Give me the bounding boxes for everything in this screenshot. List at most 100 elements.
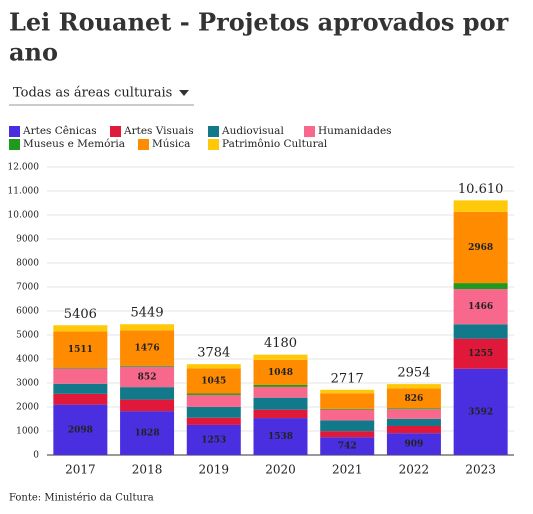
bar-segment [386, 408, 441, 410]
dropdown-label[interactable]: Todas as áreas culturais [13, 86, 172, 101]
source: Fonte: Ministério da Cultura [9, 493, 154, 504]
bar-segment [253, 354, 308, 360]
x-tick-label: 2017 [65, 463, 96, 477]
bar-segment [386, 388, 441, 409]
total-label: 10.610 [458, 182, 504, 197]
total-label: 4180 [264, 336, 297, 351]
total-label: 2954 [397, 366, 430, 381]
bar-segment [120, 399, 175, 412]
y-tick-label: 7000 [16, 283, 39, 293]
bar-segment [186, 364, 241, 369]
value-label: 1253 [201, 435, 226, 445]
value-label: 1255 [468, 349, 493, 359]
bar-segment [120, 365, 175, 367]
value-label: 1045 [201, 376, 226, 386]
y-tick-label: 10.000 [8, 211, 40, 221]
y-tick-label: 6000 [16, 307, 39, 317]
y-tick-label: 0 [33, 451, 39, 461]
legend-swatch [138, 139, 149, 150]
value-label: 852 [138, 372, 157, 382]
y-tick-label: 5000 [16, 331, 39, 341]
bar-segment [186, 368, 241, 394]
bar-segment [386, 418, 441, 426]
value-label: 1048 [268, 368, 293, 378]
x-tick-label: 2021 [332, 463, 363, 477]
y-tick-label: 9000 [16, 235, 39, 245]
y-tick-label: 1000 [16, 427, 39, 437]
legend-swatch [9, 139, 20, 150]
y-tick-label: 3000 [16, 379, 39, 389]
legend-swatch [208, 139, 219, 150]
bar-segment [320, 420, 375, 432]
bar-segment [320, 393, 375, 409]
value-label: 2968 [468, 243, 493, 253]
bar-segment [120, 366, 175, 388]
bar-segment [253, 359, 308, 385]
x-tick-label: 2022 [399, 463, 430, 477]
value-label: 742 [338, 442, 357, 452]
bar-segment [453, 283, 508, 290]
total-label: 2717 [331, 371, 364, 386]
legend-label: Artes Visuais [123, 125, 194, 137]
bar-segment [53, 368, 108, 384]
bar-segment [253, 418, 308, 455]
bar-segment [53, 367, 108, 369]
total-label: 3784 [197, 346, 230, 361]
y-tick-label: 2000 [16, 403, 39, 413]
bar-segment [320, 409, 375, 421]
bar-segment [386, 409, 441, 419]
bar-segment [186, 417, 241, 425]
bar-segment [120, 387, 175, 400]
bar-segment [186, 394, 241, 407]
legend-swatch [110, 126, 121, 137]
bar-segment [186, 393, 241, 395]
bar-segment [386, 425, 441, 434]
y-tick-label: 8000 [16, 259, 39, 269]
value-label: 3592 [468, 407, 493, 417]
bar-segment [53, 383, 108, 394]
bar-segment [186, 406, 241, 418]
legend-label: Audiovisual [221, 125, 284, 137]
x-tick-label: 2020 [265, 463, 296, 477]
legend-label: Patrimônio Cultural [222, 138, 328, 150]
legend-label: Museus e Memória [23, 138, 125, 150]
bar-segment [453, 211, 508, 284]
legend-label: Humanidades [318, 125, 392, 137]
value-label: 2098 [68, 425, 93, 435]
y-tick-label: 11.000 [8, 187, 40, 197]
bar-segment [453, 200, 508, 212]
y-tick-label: 12.000 [8, 163, 40, 173]
bar-segment [120, 324, 175, 331]
bar-segment [253, 409, 308, 419]
legend-label: Artes Cênicas [22, 125, 97, 137]
bar-segment [320, 431, 375, 438]
y-tick-label: 4000 [16, 355, 39, 365]
x-tick-label: 2019 [199, 463, 230, 477]
chart-title-line: Lei Rouanet - Projetos aprovados por [9, 8, 509, 37]
value-label: 1466 [468, 302, 493, 312]
bar-segment [453, 338, 508, 369]
bar-segment [453, 289, 508, 325]
dropdown-arrow[interactable] [179, 90, 189, 96]
dropdown[interactable]: Todas as áreas culturais [9, 86, 194, 106]
legend-swatch [208, 126, 219, 137]
x-tick-label: 2023 [465, 463, 496, 477]
bar-segment [320, 437, 375, 455]
bar-segment [120, 411, 175, 455]
value-label: 1828 [135, 429, 160, 439]
bar-segment [253, 384, 308, 387]
value-label: 826 [405, 394, 424, 404]
bar-segment [53, 404, 108, 455]
chart-title-line: ano [9, 38, 58, 67]
value-label: 1538 [268, 432, 293, 442]
bar-segment [386, 433, 441, 455]
total-label: 5449 [131, 306, 164, 321]
value-label: 1511 [68, 345, 93, 355]
bar-segment [53, 331, 108, 368]
bar-segment [253, 397, 308, 410]
bar-segment [453, 324, 508, 339]
total-label: 5406 [64, 307, 97, 322]
bar-segment [120, 330, 175, 366]
bar-segment [53, 325, 108, 332]
